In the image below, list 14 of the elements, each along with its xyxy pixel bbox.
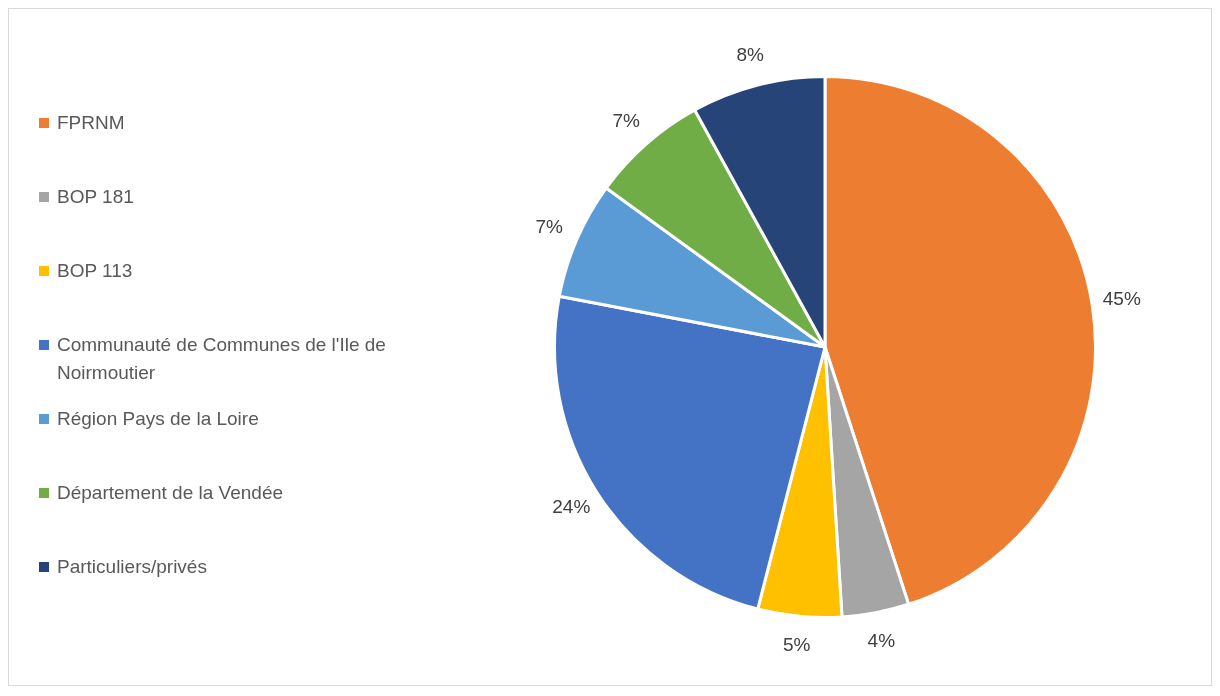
legend-label: FPRNM bbox=[57, 111, 126, 135]
legend-label: BOP 113 bbox=[57, 259, 134, 283]
data-label: 8% bbox=[736, 44, 765, 66]
data-label: 4% bbox=[867, 630, 896, 652]
data-label: 7% bbox=[535, 215, 564, 237]
data-label: 45% bbox=[1102, 288, 1141, 310]
legend-label: BOP 181 bbox=[57, 185, 135, 209]
legend-label: Particuliers/privés bbox=[57, 555, 208, 579]
legend-label: Département de la Vendée bbox=[57, 481, 285, 505]
data-label: 5% bbox=[782, 634, 811, 656]
legend-label: Région Pays de la Loire bbox=[57, 407, 260, 431]
data-label: 24% bbox=[552, 496, 591, 518]
legend-label: Communauté de Communes de l'Ile de Noirmoutier bbox=[57, 333, 387, 385]
data-label: 7% bbox=[612, 109, 641, 131]
